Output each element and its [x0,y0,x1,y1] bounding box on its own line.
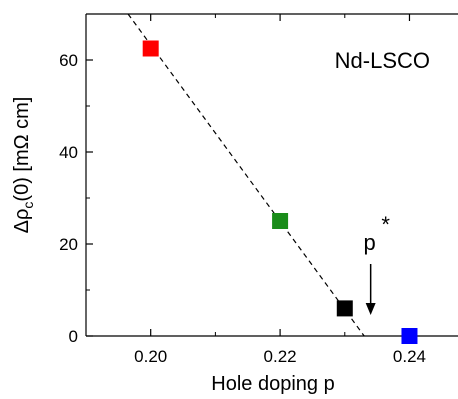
y-tick-label: 0 [69,327,78,346]
y-axis-title-rest: (0) [mΩ cm] [11,97,33,202]
p-star-label: p [364,230,376,255]
y-axis-title-main: Δρ [11,209,33,234]
x-axis-title: Hole doping p [211,373,334,394]
sample-label: Nd-LSCO [335,48,430,73]
y-axis-title-subscript: c [20,202,36,209]
data-point [401,328,418,344]
data-points [142,40,418,344]
x-tick-label: 0.20 [134,347,167,366]
fit-line-group [127,13,365,337]
fit-line [127,13,365,337]
data-point [272,213,289,229]
data-point [336,300,353,317]
y-tick-label: 20 [59,235,78,254]
data-point [142,40,159,57]
y-tick-label: 40 [59,143,78,162]
labels: Nd-LSCO p * Hole doping p Δρc(0) [mΩ cm] [11,48,430,395]
y-axis-title: Δρc(0) [mΩ cm] [11,97,36,234]
p-star-arrow-head [365,303,376,315]
p-star-asterisk: * [381,212,390,237]
x-tick-label: 0.24 [393,347,426,366]
y-tick-label: 60 [59,51,78,70]
x-tick-label: 0.22 [264,347,297,366]
